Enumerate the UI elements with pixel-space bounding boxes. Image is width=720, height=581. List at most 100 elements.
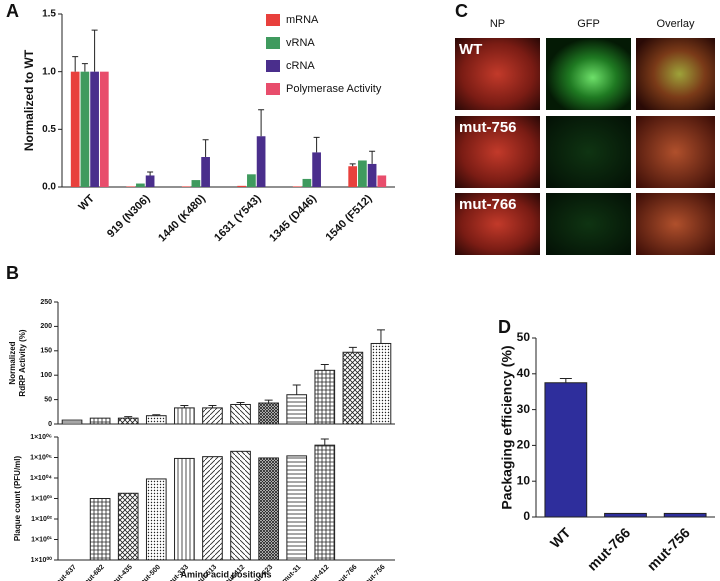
x-tick-label: mut-766 <box>335 564 359 581</box>
micrograph <box>636 193 715 255</box>
y-tick-label: 50 <box>517 330 531 344</box>
panel-label: A <box>6 1 19 21</box>
error-bar <box>202 139 209 158</box>
error-bar <box>180 404 189 408</box>
bar <box>314 369 336 425</box>
legend-swatch <box>266 60 280 72</box>
error-bar <box>320 363 329 371</box>
bar <box>145 415 167 425</box>
bar <box>247 174 256 187</box>
y-axis-label: Plaque count (PFU/ml) <box>13 456 22 542</box>
error-bar <box>320 438 329 446</box>
y-tick-label: 10 <box>517 473 531 487</box>
micrograph <box>455 116 540 188</box>
y-tick-label: 250 <box>40 299 52 306</box>
y-tick-label: 0 <box>48 421 52 428</box>
x-tick-label: mut-435 <box>110 564 134 581</box>
row-label: mut-756 <box>459 119 517 136</box>
y-tick-label: 1×10⁰⁶ <box>30 433 52 441</box>
error-bar <box>152 414 161 416</box>
micrograph <box>455 193 540 255</box>
bar <box>174 407 195 425</box>
x-tick-label: 1631 (Y543) <box>212 192 264 244</box>
error-bar <box>258 109 265 137</box>
legend-label: mRNA <box>286 14 319 26</box>
bar <box>99 71 109 187</box>
y-tick-label: 20 <box>517 438 531 452</box>
y-tick-label: 1×10⁰⁰ <box>31 556 53 564</box>
bar <box>117 492 139 561</box>
micrograph <box>455 38 540 110</box>
column-header: NP <box>490 18 505 30</box>
panel-label: D <box>498 317 511 337</box>
bar <box>367 163 377 187</box>
bar <box>544 382 588 518</box>
bar <box>230 450 251 561</box>
bar <box>237 185 247 187</box>
x-tick-label: mut-412 <box>307 564 331 581</box>
bar <box>358 160 367 187</box>
column-header: Overlay <box>657 18 695 30</box>
x-tick-label: mut-500 <box>138 564 162 581</box>
y-axis-label: Normalized <box>8 341 17 384</box>
micrograph <box>546 38 631 110</box>
y-tick-label: 0.0 <box>42 182 56 193</box>
bar <box>80 71 90 187</box>
y-tick-label: 0.5 <box>42 124 56 135</box>
x-axis-label: Amino acid positions <box>180 569 271 579</box>
x-tick-label: 1440 (K480) <box>156 192 208 244</box>
bar <box>286 455 308 561</box>
error-bar <box>236 402 245 405</box>
error-bar <box>376 329 385 344</box>
x-tick-label: mut-637 <box>54 564 78 581</box>
y-tick-label: 1×10⁰¹ <box>31 535 53 543</box>
y-tick-label: 30 <box>517 402 531 416</box>
error-bar <box>91 29 98 72</box>
bar <box>145 478 167 561</box>
bar <box>286 394 308 425</box>
y-tick-label: 100 <box>40 372 52 379</box>
row-label: WT <box>459 41 482 58</box>
bar <box>302 178 312 187</box>
y-tick-label: 1×10⁰² <box>31 515 53 523</box>
panel-label: B <box>6 263 19 283</box>
error-bar <box>147 171 154 176</box>
error-bar <box>349 163 356 167</box>
legend-swatch <box>266 37 280 49</box>
legend-label: Polymerase Activity <box>286 83 382 95</box>
bar <box>70 71 80 187</box>
error-bar <box>369 150 376 164</box>
y-tick-label: 1.0 <box>42 66 56 77</box>
x-tick-label: mut-766 <box>584 524 633 573</box>
bar <box>342 351 364 425</box>
y-tick-label: 1.5 <box>42 9 56 20</box>
error-bar <box>313 136 320 153</box>
bar <box>89 498 111 561</box>
x-tick-label: mut-756 <box>363 564 387 581</box>
y-tick-label: 0 <box>523 509 530 523</box>
error-bar <box>124 416 133 419</box>
error-bar <box>292 384 301 395</box>
y-axis-label: RdRP Activity (%) <box>18 329 27 396</box>
bar <box>181 186 191 187</box>
row-label: mut-766 <box>459 196 517 213</box>
bar <box>145 175 155 187</box>
x-tick-label: WT <box>76 192 97 213</box>
y-axis-label: Packaging efficiency (%) <box>499 345 515 509</box>
y-tick-label: 1×10⁰⁴ <box>30 474 53 482</box>
legend-swatch <box>266 14 280 26</box>
bar <box>348 166 358 187</box>
x-tick-label: mut-31 <box>281 564 302 581</box>
legend-label: cRNA <box>286 60 315 72</box>
y-tick-label: 50 <box>44 396 52 403</box>
bar <box>136 183 145 187</box>
x-tick-label: 1540 (F512) <box>324 192 375 243</box>
x-tick-label: 1345 (D446) <box>267 192 319 244</box>
error-bar <box>348 346 357 353</box>
legend-label: vRNA <box>286 37 315 49</box>
bar <box>314 444 336 561</box>
x-tick-label: mut-682 <box>82 564 106 581</box>
bar <box>89 417 111 425</box>
bar <box>370 342 392 425</box>
bar <box>258 402 279 425</box>
